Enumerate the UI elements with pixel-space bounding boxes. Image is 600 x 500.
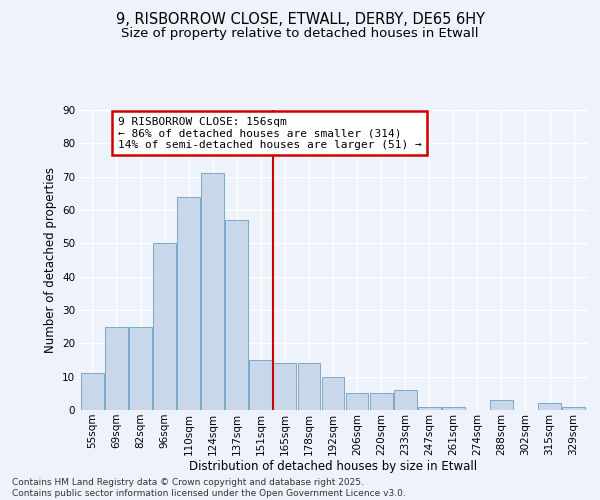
Bar (346, 394, 368, 410)
Bar (274, 364, 296, 410)
Bar (562, 406, 585, 410)
Bar (226, 220, 248, 410)
Bar (538, 404, 561, 410)
Bar (322, 376, 344, 410)
Bar (201, 174, 224, 410)
Bar (394, 390, 416, 410)
Y-axis label: Number of detached properties: Number of detached properties (44, 167, 56, 353)
Bar (177, 196, 200, 410)
Bar (370, 394, 392, 410)
Text: 9, RISBORROW CLOSE, ETWALL, DERBY, DE65 6HY: 9, RISBORROW CLOSE, ETWALL, DERBY, DE65 … (115, 12, 485, 28)
X-axis label: Distribution of detached houses by size in Etwall: Distribution of detached houses by size … (189, 460, 477, 473)
Bar (105, 326, 128, 410)
Bar (298, 364, 320, 410)
Bar (81, 374, 104, 410)
Bar (250, 360, 272, 410)
Text: Size of property relative to detached houses in Etwall: Size of property relative to detached ho… (121, 28, 479, 40)
Bar (442, 406, 465, 410)
Text: Contains HM Land Registry data © Crown copyright and database right 2025.
Contai: Contains HM Land Registry data © Crown c… (12, 478, 406, 498)
Bar (129, 326, 152, 410)
Bar (418, 406, 440, 410)
Bar (153, 244, 176, 410)
Text: 9 RISBORROW CLOSE: 156sqm
← 86% of detached houses are smaller (314)
14% of semi: 9 RISBORROW CLOSE: 156sqm ← 86% of detac… (118, 116, 421, 150)
Bar (490, 400, 513, 410)
